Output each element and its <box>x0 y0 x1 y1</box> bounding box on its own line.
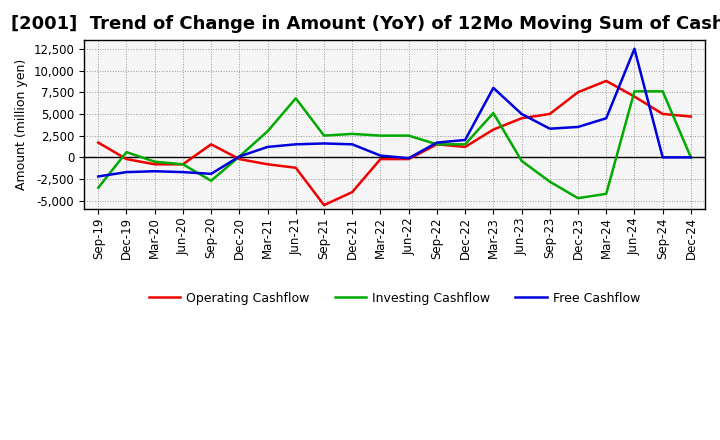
Free Cashflow <box>320 141 328 146</box>
Operating Cashflow <box>574 90 582 95</box>
Free Cashflow <box>630 46 639 51</box>
Free Cashflow <box>546 126 554 131</box>
Operating Cashflow <box>630 94 639 99</box>
Operating Cashflow <box>376 157 384 162</box>
Operating Cashflow <box>150 161 159 167</box>
Free Cashflow <box>376 153 384 158</box>
Free Cashflow <box>150 169 159 174</box>
Free Cashflow <box>517 111 526 117</box>
Free Cashflow <box>207 171 215 176</box>
Investing Cashflow <box>405 133 413 138</box>
Free Cashflow <box>94 174 102 179</box>
Investing Cashflow <box>348 131 356 136</box>
Investing Cashflow <box>122 150 131 155</box>
Operating Cashflow <box>292 165 300 170</box>
Investing Cashflow <box>292 95 300 101</box>
Free Cashflow <box>179 169 187 175</box>
Y-axis label: Amount (million yen): Amount (million yen) <box>15 59 28 191</box>
Line: Investing Cashflow: Investing Cashflow <box>98 92 691 198</box>
Free Cashflow <box>489 85 498 91</box>
Free Cashflow <box>235 154 243 159</box>
Operating Cashflow <box>235 157 243 162</box>
Investing Cashflow <box>574 195 582 201</box>
Line: Free Cashflow: Free Cashflow <box>98 49 691 176</box>
Operating Cashflow <box>658 111 667 117</box>
Free Cashflow <box>433 140 441 145</box>
Investing Cashflow <box>687 155 696 160</box>
Investing Cashflow <box>94 185 102 191</box>
Investing Cashflow <box>602 191 611 197</box>
Investing Cashflow <box>235 154 243 159</box>
Operating Cashflow <box>320 202 328 208</box>
Operating Cashflow <box>348 190 356 195</box>
Operating Cashflow <box>207 142 215 147</box>
Free Cashflow <box>348 142 356 147</box>
Investing Cashflow <box>658 89 667 94</box>
Operating Cashflow <box>517 116 526 121</box>
Operating Cashflow <box>122 157 131 162</box>
Operating Cashflow <box>546 111 554 117</box>
Investing Cashflow <box>264 128 272 134</box>
Free Cashflow <box>292 142 300 147</box>
Free Cashflow <box>574 125 582 130</box>
Title: [2001]  Trend of Change in Amount (YoY) of 12Mo Moving Sum of Cashflows: [2001] Trend of Change in Amount (YoY) o… <box>11 15 720 33</box>
Investing Cashflow <box>433 142 441 147</box>
Investing Cashflow <box>517 158 526 164</box>
Investing Cashflow <box>489 110 498 116</box>
Legend: Operating Cashflow, Investing Cashflow, Free Cashflow: Operating Cashflow, Investing Cashflow, … <box>144 287 645 310</box>
Operating Cashflow <box>489 127 498 132</box>
Investing Cashflow <box>630 89 639 94</box>
Investing Cashflow <box>546 179 554 184</box>
Investing Cashflow <box>207 178 215 183</box>
Operating Cashflow <box>687 114 696 119</box>
Investing Cashflow <box>179 161 187 167</box>
Investing Cashflow <box>461 142 469 147</box>
Free Cashflow <box>687 155 696 160</box>
Free Cashflow <box>405 156 413 161</box>
Operating Cashflow <box>461 144 469 150</box>
Investing Cashflow <box>150 159 159 164</box>
Operating Cashflow <box>602 78 611 84</box>
Investing Cashflow <box>320 133 328 138</box>
Free Cashflow <box>264 144 272 150</box>
Operating Cashflow <box>94 140 102 145</box>
Line: Operating Cashflow: Operating Cashflow <box>98 81 691 205</box>
Operating Cashflow <box>433 142 441 147</box>
Operating Cashflow <box>405 157 413 162</box>
Free Cashflow <box>122 169 131 175</box>
Operating Cashflow <box>264 161 272 167</box>
Free Cashflow <box>658 155 667 160</box>
Operating Cashflow <box>179 161 187 167</box>
Free Cashflow <box>461 137 469 143</box>
Free Cashflow <box>602 116 611 121</box>
Investing Cashflow <box>376 133 384 138</box>
